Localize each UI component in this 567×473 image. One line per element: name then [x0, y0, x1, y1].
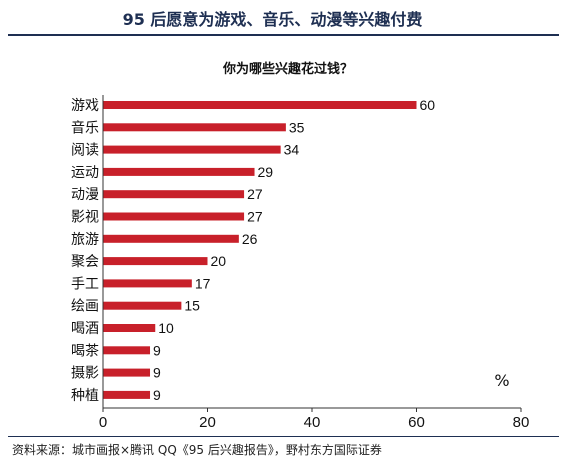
bar	[103, 101, 417, 109]
category-label: 手工	[71, 276, 99, 292]
category-label: 喝茶	[71, 343, 99, 359]
category-label: 种植	[71, 388, 99, 404]
bar-value-label: 9	[153, 365, 161, 381]
category-label: 影视	[71, 210, 99, 226]
bar	[103, 346, 151, 355]
x-tick-label: 0	[99, 414, 107, 431]
category-label: 绘画	[71, 299, 99, 315]
bar-value-label: 20	[211, 253, 227, 269]
bars-layer: 游戏 60 音乐 35 阅读 34 运动 29 动漫 27 影视 27 旅游 26 聚会 20 手工 17 绘画 15…	[71, 97, 435, 404]
bar	[103, 123, 286, 132]
page-title: 95 后愿意为游戏、音乐、动漫等兴趣付费	[122, 10, 423, 29]
bar-value-label: 15	[184, 298, 200, 314]
bar	[103, 390, 151, 399]
bar	[103, 212, 245, 221]
category-label: 阅读	[71, 142, 99, 159]
bar	[103, 234, 239, 243]
bar-value-label: 60	[420, 97, 436, 113]
bar-value-label: 17	[195, 275, 211, 291]
x-tick-label: 80	[513, 414, 530, 431]
bar	[103, 368, 151, 377]
header-divider	[8, 34, 559, 36]
category-label: 运动	[71, 165, 99, 181]
unit-label: %	[494, 371, 509, 390]
category-label: 旅游	[71, 232, 99, 248]
category-label: 聚会	[71, 254, 99, 270]
bar	[103, 257, 208, 266]
category-label: 动漫	[71, 187, 99, 203]
bar	[103, 167, 255, 176]
bar-value-label: 9	[153, 342, 161, 358]
bar-value-label: 27	[247, 186, 263, 202]
bar-value-label: 35	[289, 119, 305, 135]
category-label: 摄影	[71, 366, 99, 382]
bar-value-label: 29	[258, 164, 274, 180]
bar	[103, 190, 245, 199]
bar-value-label: 27	[247, 209, 263, 225]
bar	[103, 301, 182, 310]
category-label: 游戏	[71, 98, 99, 114]
x-tick-label: 60	[408, 414, 425, 431]
x-tick-label: 20	[199, 414, 216, 431]
bar	[103, 145, 281, 154]
bar	[103, 324, 156, 332]
bar-value-label: 9	[153, 387, 161, 403]
bar-value-label: 10	[158, 320, 174, 336]
chart-title: 你为哪些兴趣花过钱？	[222, 61, 353, 77]
bar-value-label: 34	[284, 142, 300, 158]
source-note: 资料来源：城市画报×腾讯 QQ《95 后兴趣报告》，野村东方国际证券	[12, 443, 382, 457]
category-label: 喝酒	[71, 321, 99, 337]
x-tick-label: 40	[304, 414, 321, 431]
x-ticks-layer: 0 20 40 60 80	[99, 408, 530, 431]
bar-value-label: 26	[242, 231, 258, 247]
bar	[103, 279, 192, 288]
footer-divider	[8, 436, 559, 437]
category-label: 音乐	[71, 119, 99, 136]
